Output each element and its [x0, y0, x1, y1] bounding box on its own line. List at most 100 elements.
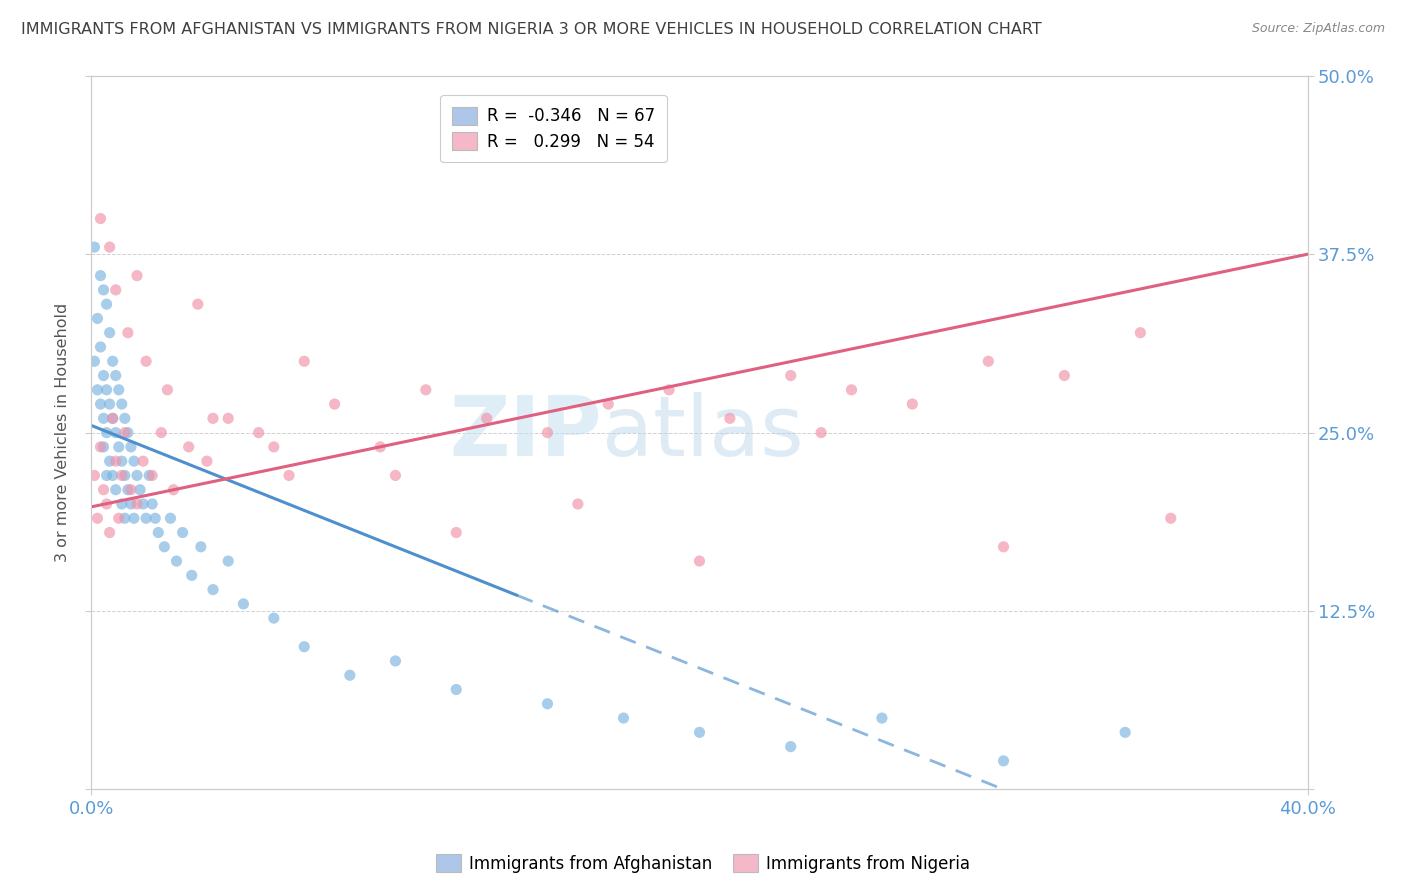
- Point: [98, 326, 121, 340]
- Point: [1053, 368, 1076, 383]
- Point: [104, 368, 127, 383]
- Point: [93, 411, 115, 425]
- Point: [114, 425, 136, 440]
- Point: [166, 554, 188, 568]
- Point: [779, 368, 801, 383]
- Point: [129, 483, 152, 497]
- Point: [993, 540, 1015, 554]
- Point: [107, 511, 129, 525]
- Point: [138, 468, 160, 483]
- Y-axis label: 3 or more Vehicles in Household: 3 or more Vehicles in Household: [55, 303, 70, 562]
- Point: [104, 454, 127, 468]
- Point: [718, 411, 741, 425]
- Point: [141, 497, 163, 511]
- Point: [190, 540, 212, 554]
- Point: [384, 468, 406, 483]
- Point: [125, 468, 148, 483]
- Point: [93, 368, 115, 383]
- Point: [114, 468, 136, 483]
- Point: [96, 468, 118, 483]
- Text: Source: ZipAtlas.com: Source: ZipAtlas.com: [1251, 22, 1385, 36]
- Point: [98, 397, 121, 411]
- Point: [567, 497, 589, 511]
- Point: [117, 425, 139, 440]
- Point: [232, 597, 254, 611]
- Point: [1114, 725, 1136, 739]
- Point: [180, 568, 202, 582]
- Point: [688, 725, 710, 739]
- Point: [89, 268, 111, 283]
- Point: [177, 440, 200, 454]
- Point: [101, 354, 124, 368]
- Point: [779, 739, 801, 754]
- Point: [612, 711, 634, 725]
- Point: [368, 440, 391, 454]
- Point: [104, 283, 127, 297]
- Point: [132, 497, 155, 511]
- Point: [93, 283, 115, 297]
- Text: ZIP: ZIP: [450, 392, 602, 473]
- Point: [101, 411, 124, 425]
- Point: [111, 468, 134, 483]
- Point: [810, 425, 832, 440]
- Point: [156, 383, 179, 397]
- Point: [93, 483, 115, 497]
- Point: [415, 383, 437, 397]
- Point: [101, 468, 124, 483]
- Point: [86, 311, 108, 326]
- Point: [444, 682, 467, 697]
- Text: atlas: atlas: [602, 392, 804, 473]
- Point: [536, 697, 558, 711]
- Point: [89, 440, 111, 454]
- Point: [98, 454, 121, 468]
- Point: [292, 354, 315, 368]
- Point: [323, 397, 346, 411]
- Point: [93, 440, 115, 454]
- Text: IMMIGRANTS FROM AFGHANISTAN VS IMMIGRANTS FROM NIGERIA 3 OR MORE VEHICLES IN HOU: IMMIGRANTS FROM AFGHANISTAN VS IMMIGRANT…: [21, 22, 1042, 37]
- Point: [339, 668, 361, 682]
- Point: [150, 425, 173, 440]
- Point: [117, 326, 139, 340]
- Point: [114, 511, 136, 525]
- Point: [202, 411, 225, 425]
- Point: [122, 454, 145, 468]
- Point: [263, 440, 285, 454]
- Point: [841, 383, 863, 397]
- Point: [172, 525, 194, 540]
- Point: [217, 554, 239, 568]
- Point: [83, 354, 105, 368]
- Point: [536, 425, 558, 440]
- Point: [153, 540, 176, 554]
- Point: [98, 525, 121, 540]
- Point: [89, 211, 111, 226]
- Point: [125, 497, 148, 511]
- Point: [120, 440, 142, 454]
- Point: [83, 240, 105, 254]
- Point: [111, 397, 134, 411]
- Point: [107, 440, 129, 454]
- Point: [107, 383, 129, 397]
- Legend: Immigrants from Afghanistan, Immigrants from Nigeria: Immigrants from Afghanistan, Immigrants …: [429, 847, 977, 880]
- Point: [444, 525, 467, 540]
- Point: [901, 397, 924, 411]
- Point: [86, 383, 108, 397]
- Point: [120, 497, 142, 511]
- Point: [96, 297, 118, 311]
- Point: [122, 511, 145, 525]
- Point: [111, 454, 134, 468]
- Point: [475, 411, 498, 425]
- Point: [143, 511, 166, 525]
- Point: [247, 425, 270, 440]
- Point: [141, 468, 163, 483]
- Point: [195, 454, 218, 468]
- Point: [135, 354, 157, 368]
- Point: [993, 754, 1015, 768]
- Point: [132, 454, 155, 468]
- Point: [120, 483, 142, 497]
- Point: [148, 525, 170, 540]
- Point: [688, 554, 710, 568]
- Point: [125, 268, 148, 283]
- Point: [114, 411, 136, 425]
- Point: [870, 711, 893, 725]
- Point: [159, 511, 181, 525]
